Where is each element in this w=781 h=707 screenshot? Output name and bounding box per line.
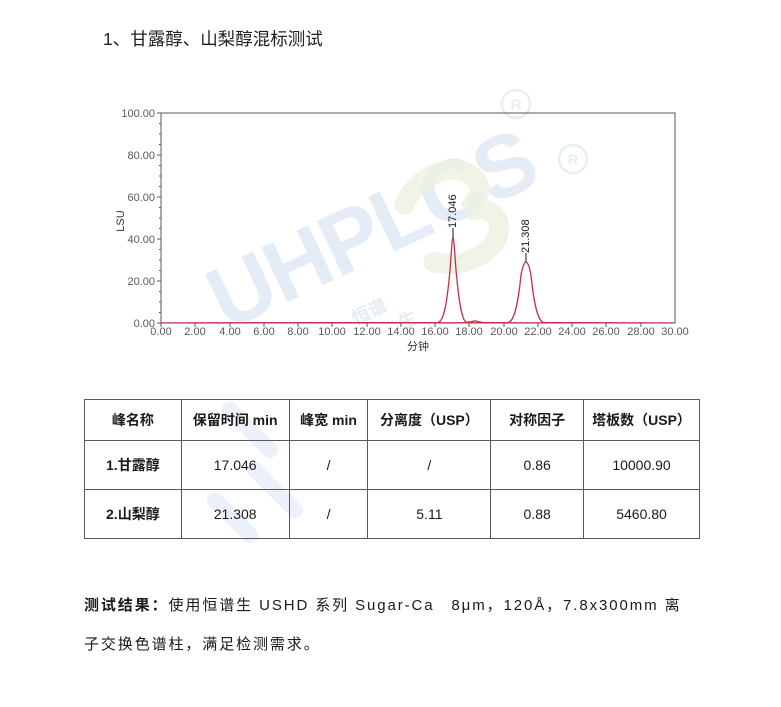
svg-text:60.00: 60.00 (127, 192, 155, 204)
svg-text:100.00: 100.00 (121, 108, 155, 120)
svg-text:0.00: 0.00 (150, 326, 171, 338)
svg-text:10.00: 10.00 (318, 326, 346, 338)
svg-text:LSU: LSU (115, 210, 127, 231)
svg-text:80.00: 80.00 (127, 150, 155, 162)
svg-text:16.00: 16.00 (421, 326, 449, 338)
svg-text:2.00: 2.00 (184, 326, 205, 338)
svg-text:R: R (511, 97, 522, 114)
svg-text:4.00: 4.00 (219, 326, 240, 338)
svg-text:26.00: 26.00 (592, 326, 620, 338)
svg-text:24.00: 24.00 (558, 326, 586, 338)
svg-text:分钟: 分钟 (407, 339, 429, 353)
svg-text:21.308: 21.308 (520, 219, 532, 253)
svg-text:17.046: 17.046 (447, 194, 459, 228)
svg-text:20.00: 20.00 (490, 326, 518, 338)
svg-text:40.00: 40.00 (127, 234, 155, 246)
svg-text:12.00: 12.00 (353, 326, 381, 338)
svg-text:18.00: 18.00 (455, 326, 483, 338)
svg-text:R: R (568, 152, 579, 169)
svg-text:8.00: 8.00 (287, 326, 308, 338)
svg-text:14.00: 14.00 (387, 326, 415, 338)
svg-text:22.00: 22.00 (524, 326, 552, 338)
svg-text:20.00: 20.00 (127, 276, 155, 288)
svg-text:30.00: 30.00 (661, 326, 689, 338)
svg-text:28.00: 28.00 (627, 326, 655, 338)
svg-text:6.00: 6.00 (253, 326, 274, 338)
